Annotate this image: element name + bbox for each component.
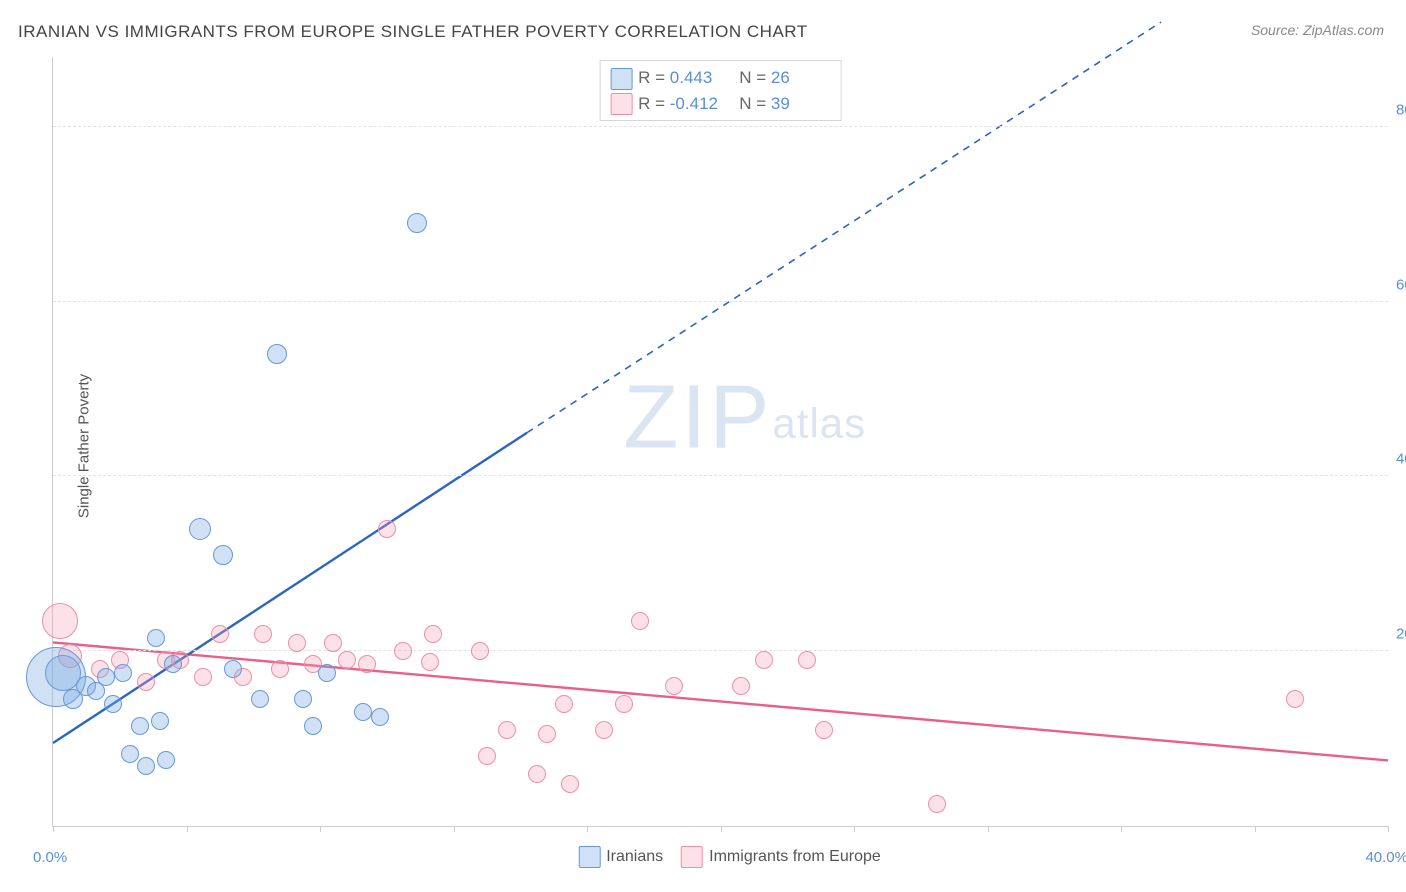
- blue-point: [189, 518, 211, 540]
- n-label: N =: [739, 68, 771, 87]
- r-label: R =: [638, 68, 670, 87]
- pink-point: [478, 747, 496, 765]
- x-tick-mark: [1121, 826, 1122, 832]
- blue-point: [151, 712, 169, 730]
- legend-label: Immigrants from Europe: [709, 848, 881, 865]
- pink-point: [137, 673, 155, 691]
- pink-point: [211, 625, 229, 643]
- pink-point: [254, 625, 272, 643]
- grid-line: [53, 650, 1388, 651]
- x-tick-mark: [1388, 826, 1389, 832]
- chart-title: IRANIAN VS IMMIGRANTS FROM EUROPE SINGLE…: [18, 22, 808, 42]
- grid-line: [53, 126, 1388, 127]
- blue-point: [164, 655, 182, 673]
- pink-point: [815, 721, 833, 739]
- blue-point: [97, 668, 115, 686]
- legend-swatch: [578, 846, 600, 868]
- blue-point: [224, 660, 242, 678]
- grid-line: [53, 301, 1388, 302]
- r-value: -0.412: [670, 91, 730, 117]
- pink-point: [1286, 690, 1304, 708]
- pink-point: [424, 625, 442, 643]
- x-tick-mark: [454, 826, 455, 832]
- n-value: 39: [771, 91, 831, 117]
- pink-point: [732, 677, 750, 695]
- pink-point: [324, 634, 342, 652]
- blue-point: [157, 751, 175, 769]
- x-tick-mark: [854, 826, 855, 832]
- pink-point: [538, 725, 556, 743]
- pink-point: [555, 695, 573, 713]
- x-tick-mark: [53, 826, 54, 832]
- pink-point: [561, 775, 579, 793]
- pink-point: [288, 634, 306, 652]
- pink-point: [798, 651, 816, 669]
- pink-point: [498, 721, 516, 739]
- blue-point: [104, 695, 122, 713]
- blue-point: [131, 717, 149, 735]
- pink-point: [194, 668, 212, 686]
- trend-lines: [53, 57, 1388, 826]
- n-value: 26: [771, 65, 831, 91]
- y-tick-label: 40.0%: [1396, 451, 1406, 468]
- blue-point: [304, 717, 322, 735]
- pink-point: [928, 795, 946, 813]
- x-tick-mark: [988, 826, 989, 832]
- x-tick-mark: [587, 826, 588, 832]
- x-tick-mark: [1255, 826, 1256, 832]
- correlation-legend: R = 0.443 N = 26 R = -0.412 N = 39: [599, 60, 842, 121]
- x-tick-min: 0.0%: [33, 849, 67, 866]
- blue-point: [267, 344, 287, 364]
- x-tick-mark: [320, 826, 321, 832]
- pink-point: [528, 765, 546, 783]
- blue-point: [251, 690, 269, 708]
- legend-label: Iranians: [606, 848, 663, 865]
- blue-point: [294, 690, 312, 708]
- x-tick-max: 40.0%: [1365, 849, 1406, 866]
- pink-point: [378, 520, 396, 538]
- series-legend: Iranians Immigrants from Europe: [560, 846, 881, 868]
- pink-point: [755, 651, 773, 669]
- blue-point: [114, 664, 132, 682]
- pink-point: [338, 651, 356, 669]
- blue-point: [137, 757, 155, 775]
- blue-point: [371, 708, 389, 726]
- pink-point: [595, 721, 613, 739]
- pink-point: [615, 695, 633, 713]
- blue-point: [147, 629, 165, 647]
- grid-line: [53, 475, 1388, 476]
- pink-point: [421, 653, 439, 671]
- r-label: R =: [638, 94, 670, 113]
- legend-swatch: [681, 846, 703, 868]
- r-value: 0.443: [670, 65, 730, 91]
- scatter-plot: ZIPatlas R = 0.443 N = 26 R = -0.412 N = …: [52, 57, 1388, 827]
- blue-point: [318, 664, 336, 682]
- n-label: N =: [739, 94, 771, 113]
- x-tick-mark: [187, 826, 188, 832]
- y-tick-label: 80.0%: [1396, 101, 1406, 118]
- blue-point: [407, 213, 427, 233]
- pink-point: [394, 642, 412, 660]
- pink-point: [358, 655, 376, 673]
- pink-point: [631, 612, 649, 630]
- pink-point: [665, 677, 683, 695]
- x-tick-mark: [721, 826, 722, 832]
- y-tick-label: 60.0%: [1396, 276, 1406, 293]
- blue-point: [354, 703, 372, 721]
- pink-point: [271, 660, 289, 678]
- pink-point: [471, 642, 489, 660]
- watermark: ZIPatlas: [623, 367, 866, 470]
- blue-point: [213, 545, 233, 565]
- blue-point: [121, 745, 139, 763]
- y-tick-label: 20.0%: [1396, 626, 1406, 643]
- chart-source: Source: ZipAtlas.com: [1251, 22, 1384, 38]
- pink-point: [42, 603, 78, 639]
